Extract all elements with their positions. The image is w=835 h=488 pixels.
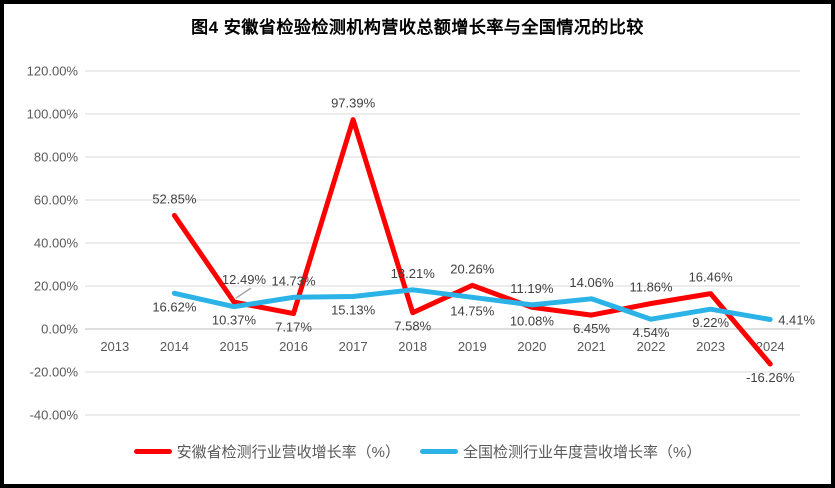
y-axis-tick-label: 80.00%	[34, 150, 79, 165]
legend-item-anhui: 安徽省检测行业营收增长率（%）	[133, 441, 400, 462]
y-axis-tick-label: 60.00%	[34, 193, 79, 208]
x-axis-tick-label: 2013	[100, 339, 129, 354]
y-axis-tick-label: -40.00%	[30, 408, 79, 423]
x-axis-tick-label: 2014	[160, 339, 189, 354]
chart-title: 图4 安徽省检验检测机构营收总额增长率与全国情况的比较	[191, 18, 644, 37]
x-axis-tick-label: 2024	[756, 339, 785, 354]
data-label-national-2019: 14.75%	[450, 303, 495, 318]
data-label-anhui-2018: 7.58%	[394, 319, 431, 334]
x-axis-tick-label: 2023	[696, 339, 725, 354]
data-label-anhui-2020: 10.08%	[510, 313, 555, 328]
x-axis-tick-label: 2022	[637, 339, 666, 354]
y-axis-tick-label: -20.00%	[30, 365, 79, 380]
data-label-national-2015: 10.37%	[212, 313, 257, 328]
data-label-national-2016: 14.73%	[271, 273, 316, 288]
data-label-anhui-2024: -16.26%	[746, 370, 795, 385]
data-label-leader-line	[235, 287, 252, 299]
data-label-national-2014: 16.62%	[152, 299, 197, 314]
data-label-anhui-2014: 52.85%	[152, 191, 197, 206]
x-axis-tick-label: 2021	[577, 339, 606, 354]
data-label-anhui-2021: 6.45%	[573, 321, 610, 336]
data-label-anhui-2022: 11.86%	[629, 280, 673, 295]
x-axis-tick-label: 2017	[339, 339, 368, 354]
legend-item-national: 全国检测行业年度营收增长率（%）	[420, 441, 701, 462]
data-label-national-2021: 14.06%	[569, 275, 614, 290]
data-label-anhui-2019: 20.26%	[450, 261, 495, 276]
x-axis-tick-label: 2019	[458, 339, 487, 354]
data-label-national-2023: 9.22%	[692, 315, 729, 330]
data-label-anhui-2023: 16.46%	[689, 270, 734, 285]
y-axis-tick-label: 0.00%	[41, 322, 78, 337]
series-line-anhui	[171, 117, 773, 367]
data-label-national-2024: 4.41%	[778, 313, 815, 328]
data-label-anhui-2017: 97.39%	[331, 96, 376, 111]
y-axis-tick-label: 100.00%	[27, 107, 79, 122]
x-axis-tick-label: 2015	[219, 339, 248, 354]
data-label-anhui-2015: 12.49%	[222, 272, 267, 287]
y-axis-tick-label: 20.00%	[34, 279, 79, 294]
legend-line-marker-anhui	[133, 449, 172, 454]
series-line-national	[171, 287, 773, 322]
data-label-national-2022: 4.54%	[633, 325, 670, 340]
legend: 安徽省检测行业营收增长率（%） 全国检测行业年度营收增长率（%）	[0, 441, 835, 462]
x-axis-tick-label: 2016	[279, 339, 308, 354]
legend-label-anhui: 安徽省检测行业营收增长率（%）	[176, 444, 400, 461]
data-label-national-2017: 15.13%	[331, 302, 376, 317]
x-axis-tick-label: 2018	[398, 339, 427, 354]
x-axis-tick-label: 2020	[517, 339, 546, 354]
data-label-national-2018: 18.21%	[391, 266, 436, 281]
y-axis-tick-label: 120.00%	[27, 64, 79, 79]
legend-label-national: 全国检测行业年度营收增长率（%）	[463, 444, 702, 461]
legend-line-marker-national	[420, 449, 458, 454]
data-label-anhui-2016: 7.17%	[275, 320, 312, 335]
data-label-national-2020: 11.19%	[510, 281, 554, 296]
y-axis-tick-label: 40.00%	[34, 236, 79, 251]
